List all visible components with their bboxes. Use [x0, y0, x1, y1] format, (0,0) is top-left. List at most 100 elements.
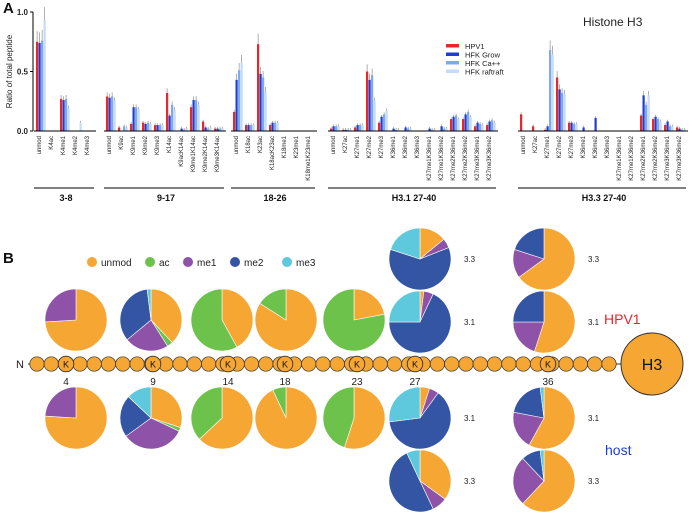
bar: [195, 100, 198, 131]
legend-label: HFK Grow: [465, 51, 501, 60]
hpv1-label: HPV1: [604, 311, 641, 327]
bar: [467, 111, 470, 131]
pie-slice: [512, 457, 545, 505]
legend-swatch: [446, 69, 459, 73]
bar: [544, 129, 547, 131]
bar: [549, 50, 552, 131]
variant-label: 3.3: [588, 477, 600, 486]
bar: [664, 125, 667, 131]
bar: [450, 119, 453, 131]
bar: [276, 122, 279, 131]
bar: [385, 110, 388, 131]
pie-slice: [119, 288, 152, 341]
legend-dot: [183, 257, 193, 267]
bar: [221, 128, 224, 131]
bar: [156, 125, 159, 131]
x-tick-label: K36me3: [605, 135, 611, 158]
lysine-letter: K: [354, 360, 360, 370]
h3-core-label: H3: [642, 357, 663, 374]
x-tick-label: K4ac: [49, 136, 55, 150]
legend-dot: [145, 257, 155, 267]
bar: [546, 126, 549, 131]
lysine-bead: [219, 355, 237, 373]
residue-bead: [601, 356, 617, 372]
residue-bead: [186, 356, 202, 372]
group-label: 9-17: [157, 193, 175, 203]
x-tick-label: unmod: [234, 136, 240, 154]
residue-bead: [372, 356, 388, 372]
legend-dot: [282, 257, 292, 267]
bar: [235, 79, 238, 131]
bar: [354, 127, 357, 131]
variant-label: 3.3: [464, 255, 476, 264]
pie-slice: [221, 288, 254, 348]
pie-slice: [125, 417, 180, 450]
group-label: H3.3 27-40: [582, 193, 627, 203]
host-label: host: [605, 442, 632, 458]
x-tick-label: K18ac: [246, 136, 252, 153]
residue-bead: [487, 356, 503, 372]
legend-swatch: [446, 52, 459, 56]
bar: [556, 77, 559, 131]
pie-slice: [388, 452, 434, 513]
bar: [166, 92, 169, 131]
lysine-position: 36: [542, 377, 554, 388]
bar: [190, 107, 193, 131]
x-tick-label: K23ac: [258, 136, 264, 153]
residue-bead: [43, 356, 59, 372]
bar: [214, 128, 217, 131]
x-tick-label: K36me2: [593, 135, 599, 158]
x-tick-label: K9me2K14ac: [203, 136, 209, 172]
bar: [240, 63, 243, 131]
pie-slice: [513, 386, 545, 419]
pie-slice: [322, 386, 355, 448]
bar: [640, 115, 643, 131]
bar: [180, 128, 183, 131]
pie-slice: [388, 293, 452, 354]
group-label: 3-8: [59, 193, 72, 203]
bar: [168, 115, 171, 131]
bar: [130, 123, 133, 131]
x-tick-label: K18acK23ac: [270, 136, 276, 170]
n-terminus-label: N: [16, 359, 24, 371]
x-tick-label: K27ac: [343, 136, 349, 153]
bar: [147, 122, 150, 131]
x-tick-label: K9acK14ac: [179, 136, 185, 167]
residue-bead: [315, 356, 331, 372]
bar: [645, 104, 648, 131]
x-tick-label: K27me2K36me2: [463, 135, 469, 180]
bar: [433, 129, 436, 131]
x-tick-label: K27me2: [367, 135, 373, 158]
pie-slice: [344, 386, 386, 450]
pie-slice: [406, 449, 421, 482]
lysine-letter: K: [545, 360, 551, 370]
lysine-position: 18: [279, 377, 291, 388]
bar: [202, 121, 205, 131]
legend-label: HPV1: [465, 42, 485, 51]
legend-label: HFK raftraft: [465, 68, 505, 77]
x-tick-label: unmod: [331, 136, 337, 154]
group-label: 18-26: [263, 193, 286, 203]
bar: [476, 122, 479, 131]
x-tick-label: K27me1K36me1: [617, 135, 623, 180]
bar: [149, 123, 152, 131]
bar: [330, 128, 333, 131]
bar: [197, 104, 200, 131]
pie-slice: [512, 290, 545, 323]
bar: [573, 123, 576, 131]
x-tick-label: K27me2K36me1: [451, 135, 457, 180]
x-tick-label: K27me3K36me1: [665, 135, 671, 180]
variant-label: 3.1: [588, 414, 600, 423]
bar: [683, 129, 686, 131]
bar: [252, 125, 255, 131]
x-tick-label: K4me1: [61, 135, 67, 155]
bar: [488, 121, 491, 131]
x-tick-label: K27me3K36me1: [475, 135, 481, 180]
x-tick-label: K23me1: [294, 135, 300, 158]
bar: [462, 119, 465, 131]
x-tick-label: K9me2: [143, 135, 149, 155]
x-tick-label: K9ac: [119, 136, 125, 150]
residue-bead: [201, 356, 217, 372]
